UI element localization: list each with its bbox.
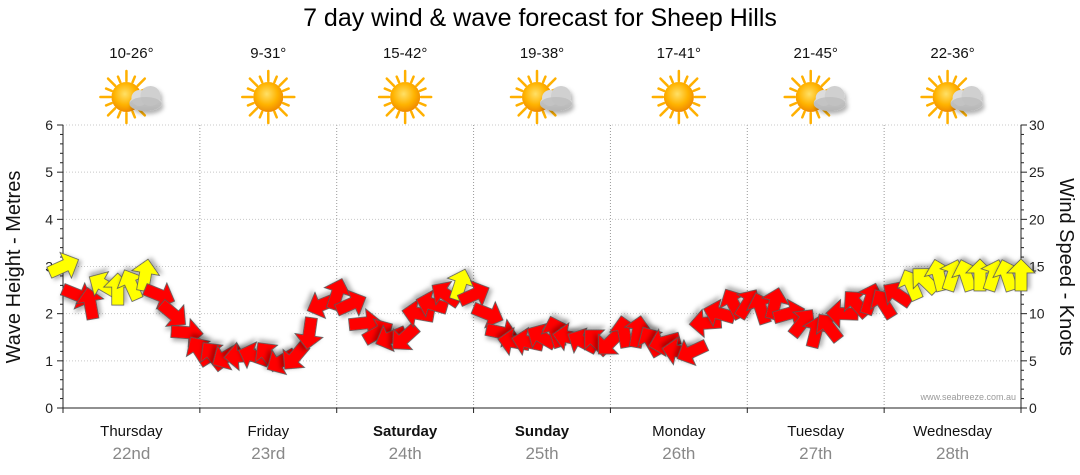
wind-arrow-strong [375, 324, 409, 353]
wind-arrows [46, 251, 1036, 376]
x-axis-day-labels: Thursday 22nd Friday 23rd Saturday 24th Sunday… [100, 423, 992, 463]
wind-arrow-strong [282, 340, 311, 370]
partly-cloudy-icon [920, 69, 983, 125]
chart-title: 7 day wind & wave forecast for Sheep Hil… [303, 4, 777, 32]
partly-cloudy-icon [509, 69, 572, 125]
sunny-icon [377, 69, 433, 125]
temp-range-monday: 17-41° [657, 45, 701, 62]
left-tick-label: 0 [45, 400, 53, 416]
temp-range-saturday: 15-42° [383, 45, 427, 62]
wind-arrow-strong [333, 289, 367, 317]
day-date-label: 22nd [113, 444, 151, 463]
day-name-label: Friday [247, 423, 289, 440]
wind-arrow-light [1006, 258, 1036, 292]
partly-cloudy-icon [783, 69, 846, 125]
wind-arrow-light [46, 251, 80, 280]
temp-range-tuesday: 21-45° [794, 45, 838, 62]
day-name-label: Saturday [373, 423, 438, 440]
right-tick-label: 30 [1029, 117, 1045, 133]
temp-range-sunday: 19-38° [520, 45, 564, 62]
left-tick-label: 1 [45, 353, 53, 369]
left-tick-label: 4 [45, 211, 53, 227]
wind-arrow-light [116, 269, 145, 303]
day-date-label: 26th [662, 444, 695, 463]
right-tick-label: 5 [1029, 353, 1037, 369]
day-name-label: Sunday [515, 423, 570, 440]
day-name-label: Monday [652, 423, 706, 440]
left-tick-label: 5 [45, 164, 53, 180]
day-name-label: Tuesday [787, 423, 844, 440]
sunny-icon [241, 69, 296, 125]
credit-text: www.seabreeze.com.au [919, 392, 1016, 402]
day-date-label: 23rd [251, 444, 285, 463]
day-date-label: 28th [936, 444, 969, 463]
right-tick-label: 0 [1029, 400, 1037, 416]
temp-range-thursday: 10-26° [109, 45, 153, 62]
right-axis-title: Wind Speed - Knots [1055, 178, 1077, 356]
wind-arrow-strong [456, 280, 490, 308]
day-date-label: 27th [799, 444, 832, 463]
day-date-label: 25th [525, 444, 558, 463]
wind-arrow-strong [470, 300, 504, 329]
right-tick-label: 20 [1029, 211, 1045, 227]
left-tick-label: 6 [45, 117, 53, 133]
left-axis-title: Wave Height - Metres [3, 171, 25, 364]
left-tick-label: 2 [45, 306, 53, 322]
day-date-label: 24th [389, 444, 422, 463]
weather-row: 10-26° 9-31° 15-42° 19-38° 17-41° 21-45° 22-36… [99, 45, 983, 125]
sunny-icon [651, 69, 707, 125]
wind-arrow-strong [392, 322, 421, 351]
wind-arrow-strong [623, 315, 653, 349]
wind-arrow-strong [294, 316, 324, 350]
day-name-label: Thursday [100, 423, 163, 440]
partly-cloudy-icon [99, 69, 162, 125]
temp-range-friday: 9-31° [250, 45, 286, 62]
right-tick-label: 25 [1029, 164, 1045, 180]
wind-arrow-strong [676, 338, 710, 367]
chart-grid [63, 124, 1021, 408]
right-tick-label: 10 [1029, 306, 1045, 322]
day-name-label: Wednesday [913, 423, 992, 440]
temp-range-wednesday: 22-36° [930, 45, 974, 62]
chart-axes: 0123456051015202530 [45, 117, 1045, 416]
